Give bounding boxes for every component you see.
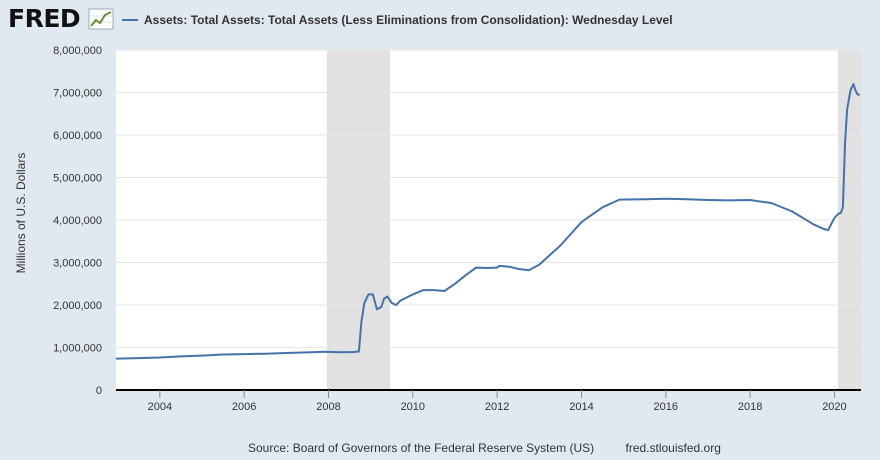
x-tick-label: 2016 xyxy=(654,401,678,413)
y-tick-label: 2,000,000 xyxy=(53,300,102,312)
x-tick-label: 2018 xyxy=(738,401,762,413)
source-url-link[interactable]: fred.stlouisfed.org xyxy=(625,441,721,455)
line-chart: 0 1,000,000 2,000,000 3,000,000 4,000,000 5,0… xyxy=(14,45,861,413)
legend-swatch xyxy=(122,19,138,21)
series-line xyxy=(115,83,860,360)
y-tick-label: 4,000,000 xyxy=(53,215,102,227)
x-tick-label: 2020 xyxy=(822,401,846,413)
y-tick-label: 5,000,000 xyxy=(53,173,102,185)
chart-logo-icon xyxy=(88,8,114,30)
y-tick-label: 7,000,000 xyxy=(53,88,102,100)
source-text: Source: Board of Governors of the Federa… xyxy=(248,441,595,455)
plot-area: 0 1,000,000 2,000,000 3,000,000 4,000,000 5,0… xyxy=(53,45,861,413)
legend-label[interactable]: Assets: Total Assets: Total Assets (Less… xyxy=(144,13,673,27)
x-tick-label: 2010 xyxy=(401,401,425,413)
x-tick-label: 2014 xyxy=(569,401,593,413)
y-tick-label: 0 xyxy=(96,385,102,397)
y-tick-label: 1,000,000 xyxy=(53,343,102,355)
header: FRED Assets: Total Assets: Total Assets … xyxy=(0,0,880,40)
x-tick-label: 2012 xyxy=(485,401,509,413)
x-tick-label: 2006 xyxy=(232,401,256,413)
y-tick-label: 3,000,000 xyxy=(53,258,102,270)
x-tick-label: 2008 xyxy=(316,401,340,413)
footer: Source: Board of Governors of the Federa… xyxy=(248,441,721,455)
y-axis-label: Millions of U.S. Dollars xyxy=(14,153,28,274)
chart-legend: Assets: Total Assets: Total Assets (Less… xyxy=(122,10,673,30)
y-tick-label: 8,000,000 xyxy=(53,45,102,57)
x-tick-label: 2004 xyxy=(148,401,172,413)
y-tick-label: 6,000,000 xyxy=(53,130,102,142)
fred-logo[interactable]: FRED xyxy=(8,4,81,33)
